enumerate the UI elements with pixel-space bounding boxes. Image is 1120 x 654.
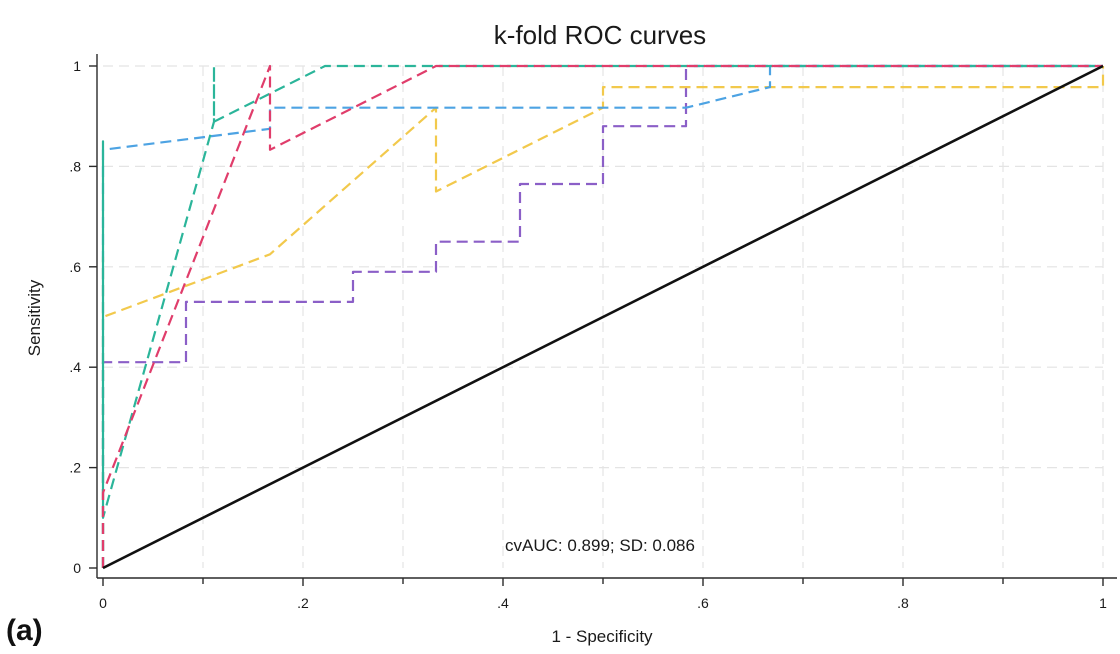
panel-label: (a) [6, 614, 43, 647]
x-tick-label: .2 [297, 595, 309, 611]
cvauc-annotation: cvAUC: 0.899; SD: 0.086 [505, 536, 695, 555]
y-tick-label: .6 [69, 259, 81, 275]
y-tick-label: 0 [73, 560, 81, 576]
axes: 0 .2 .4 .6 .8 1 0 .2 .4 .6 .8 1 [69, 54, 1117, 611]
roc-curve-fold-4 [101, 64, 1103, 568]
x-tick-label: 1 [1099, 595, 1107, 611]
chart-title: k-fold ROC curves [494, 20, 706, 50]
x-axis-title: 1 - Specificity [551, 627, 653, 646]
y-axis-title: Sensitivity [25, 279, 44, 356]
x-tick-label: .4 [497, 595, 509, 611]
y-tick-label: .4 [69, 359, 81, 375]
x-tick-label: .6 [697, 595, 709, 611]
x-tick-label: .8 [897, 595, 909, 611]
y-tick-label: 1 [73, 58, 81, 74]
roc-series [101, 64, 1105, 570]
reference-diagonal-line [102, 64, 1104, 570]
roc-curve-fold-1 [101, 64, 1103, 568]
y-tick-label: .2 [69, 460, 81, 476]
y-tick-label: .8 [69, 158, 81, 174]
x-tick-label: 0 [99, 595, 107, 611]
